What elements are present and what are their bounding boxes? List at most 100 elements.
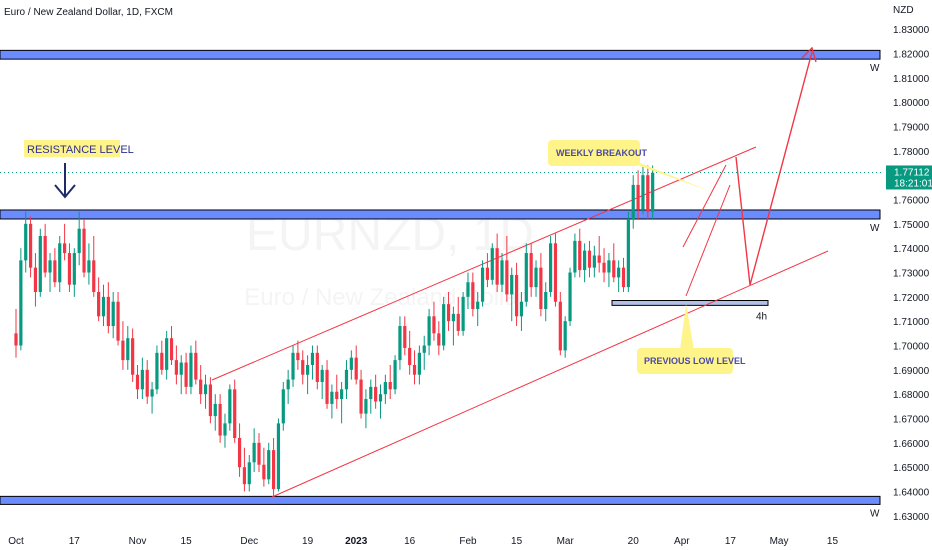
zones-layer: W W W 4h: [0, 49, 881, 519]
candle: [301, 350, 305, 385]
current-price-value: 1.77112: [894, 167, 930, 178]
candle: [549, 236, 553, 297]
candle: [364, 389, 368, 429]
candle: [544, 282, 548, 322]
candle: [612, 243, 616, 283]
y-tick-label: 1.70000: [893, 342, 930, 353]
x-tick-label: Apr: [674, 536, 690, 547]
x-tick-label: 19: [302, 536, 314, 547]
candle: [340, 382, 344, 424]
candle: [43, 223, 47, 278]
candle: [160, 340, 164, 375]
x-tick-label: Oct: [8, 536, 24, 547]
candle: [58, 236, 62, 292]
candle: [412, 350, 417, 385]
x-tick-label: 16: [404, 536, 416, 547]
candle: [121, 321, 125, 370]
projection-path: [735, 51, 813, 286]
resistance-level-label: RESISTANCE LEVEL: [27, 144, 134, 156]
candle: [446, 291, 451, 331]
x-tick-label: 15: [511, 536, 523, 547]
x-tick-label: 2023: [345, 536, 368, 547]
candle: [495, 233, 499, 292]
x-tick-label: 17: [69, 536, 81, 547]
candle: [485, 253, 490, 288]
current-price-countdown: 18:21:01: [894, 178, 932, 189]
candle: [432, 301, 436, 341]
upper-zone: [0, 49, 881, 60]
projection-arrowhead: [801, 46, 817, 63]
candle: [140, 357, 144, 400]
channel-upper: [211, 146, 757, 381]
candle: [24, 211, 28, 273]
candle: [529, 243, 533, 297]
candle: [563, 316, 567, 358]
candle: [442, 296, 446, 351]
candle: [247, 455, 251, 492]
candle: [344, 360, 349, 400]
candle: [524, 243, 528, 307]
candle: [276, 418, 281, 492]
y-tick-label: 1.68000: [893, 390, 930, 401]
candle: [28, 216, 33, 278]
weekly-breakout-label: WEEKLY BREAKOUT: [556, 148, 648, 158]
candle: [291, 345, 295, 387]
candle: [242, 447, 247, 492]
resistance-zone-label: W: [870, 223, 880, 234]
y-tick-label: 1.72000: [893, 293, 930, 304]
candle: [228, 384, 232, 431]
candle: [325, 360, 329, 409]
candle: [189, 345, 193, 395]
candle: [568, 267, 572, 327]
candle: [174, 345, 178, 385]
weekly-breakout-box: [548, 140, 640, 166]
candle: [602, 248, 606, 283]
candle: [67, 243, 72, 292]
x-tick-label: 17: [725, 536, 737, 547]
candle: [621, 257, 626, 292]
y-tick-label: 1.83000: [893, 25, 930, 36]
candle: [359, 369, 363, 419]
weekly-breakout-pointer: [628, 158, 712, 192]
chart-title: Euro / New Zealand Dollar, 1D, FXCM: [4, 7, 173, 18]
axis-layer: 1.83000 1.82000 1.81000 1.80000 1.79000 1.780…: [8, 25, 932, 547]
x-tick-label: 15: [827, 536, 839, 547]
candle: [179, 355, 183, 395]
candle: [33, 253, 38, 307]
lower-zone-label: W: [870, 508, 880, 519]
y-tick-label: 1.71000: [893, 317, 930, 328]
candle: [641, 165, 645, 215]
y-tick-label: 1.74000: [893, 244, 930, 255]
candle: [500, 253, 504, 292]
wedge-lower: [685, 184, 731, 297]
candle: [271, 437, 276, 497]
candles-layer: [14, 165, 655, 497]
candle: [106, 282, 110, 334]
candle: [646, 165, 650, 219]
candle: [388, 364, 392, 400]
candle: [427, 309, 431, 356]
resistance-zone: [0, 209, 881, 220]
y-tick-label: 1.67000: [893, 415, 930, 426]
candle: [155, 345, 159, 395]
candle: [476, 291, 480, 327]
candle: [553, 233, 558, 307]
candle: [267, 442, 271, 485]
candle: [480, 260, 485, 307]
candle: [203, 374, 208, 409]
candle: [587, 240, 592, 278]
candle: [213, 394, 217, 431]
candle: [126, 326, 130, 370]
candle: [461, 291, 465, 336]
candle: [38, 228, 42, 297]
candle: [286, 369, 290, 404]
resistance-label-box: [24, 140, 120, 157]
candle: [354, 345, 358, 385]
candle: [505, 236, 509, 302]
candle: [150, 382, 154, 414]
candle: [539, 253, 543, 317]
candle: [262, 447, 266, 487]
y-tick-label: 1.79000: [893, 123, 930, 134]
